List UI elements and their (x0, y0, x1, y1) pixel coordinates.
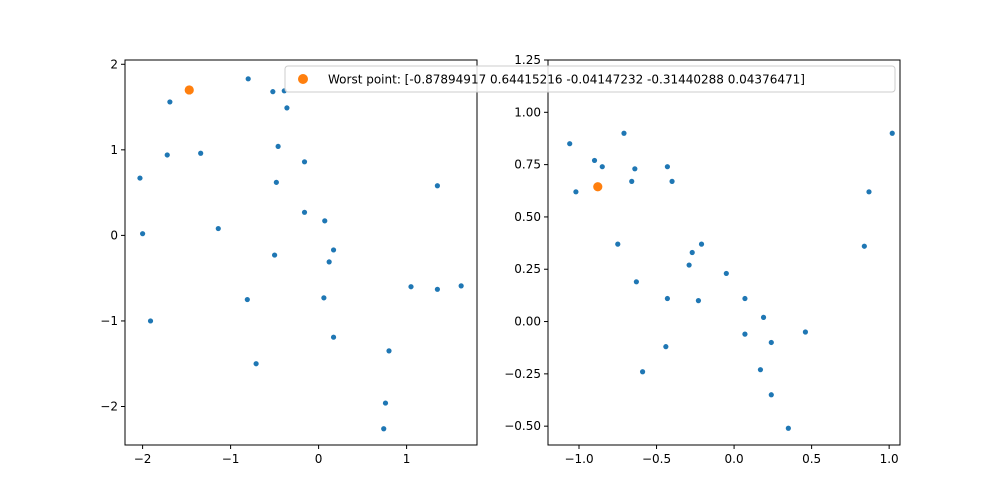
right-data-point (669, 178, 675, 184)
right-data-point (866, 189, 872, 195)
left-data-point (330, 247, 337, 253)
left-data-point (408, 284, 414, 290)
right-y-tick-label: 1.00 (514, 105, 541, 119)
legend-label: Worst point: [-0.87894917 0.64415216 -0.… (328, 73, 805, 87)
right-y-tick-label: 0.00 (514, 315, 541, 329)
right-data-point (629, 178, 635, 184)
right-x-tick-label: −1.0 (564, 452, 593, 466)
right-data-point (723, 270, 729, 277)
right-data-point (664, 164, 671, 170)
right-x-tick-label: 1.0 (880, 452, 899, 466)
left-x-ticks: −2 −1 0 1 (134, 445, 411, 466)
right-x-tick-label: 0.5 (802, 452, 821, 466)
left-data-point (386, 348, 392, 354)
right-y-tick-label: 0.75 (514, 158, 541, 172)
right-data-point (695, 298, 702, 304)
right-x-ticks: −1.0 −0.5 0.0 0.5 1.0 (564, 445, 899, 466)
left-worst-point-marker (184, 85, 194, 95)
left-y-ticks: −2 −1 0 1 2 (100, 57, 125, 414)
right-data-point (615, 241, 621, 247)
left-y-tick-label: −1 (100, 314, 118, 328)
right-y-ticks: −0.50 −0.25 0.00 0.25 0.50 0.75 1.00 1.25 (504, 53, 548, 433)
right-data-point (591, 157, 598, 164)
left-x-tick-label: 1 (403, 452, 411, 466)
right-worst-point-marker (593, 182, 603, 192)
left-data-point (322, 218, 328, 224)
right-y-tick-label: 0.50 (514, 210, 541, 224)
legend-box (284, 65, 896, 93)
left-x-tick-label: 0 (315, 452, 323, 466)
legend-marker-worst-point (298, 74, 308, 84)
right-y-tick-label: 1.25 (514, 53, 541, 67)
right-data-point (889, 130, 895, 136)
right-axes-frame (547, 59, 901, 446)
right-y-tick-label: 0.25 (514, 262, 541, 276)
left-scatter-points (137, 76, 464, 432)
left-data-point (381, 426, 387, 432)
right-y-tick-label: −0.25 (504, 367, 541, 381)
left-data-point (272, 252, 278, 258)
left-data-point (326, 259, 332, 265)
right-data-point (785, 425, 791, 431)
left-data-point (382, 400, 389, 406)
legend: Worst point: [-0.87894917 0.64415216 -0.… (284, 65, 896, 93)
right-data-point (621, 130, 627, 136)
left-x-tick-label: −1 (222, 452, 240, 466)
left-data-point (253, 361, 259, 367)
left-data-point (458, 283, 464, 289)
right-data-point (768, 392, 774, 398)
left-data-point (330, 334, 337, 340)
left-data-point (167, 99, 173, 105)
right-data-point (573, 189, 579, 195)
right-data-point (742, 295, 748, 302)
left-data-point (140, 231, 146, 237)
right-data-point (664, 295, 671, 302)
right-x-tick-label: 0.0 (725, 452, 744, 466)
left-data-point (245, 76, 251, 82)
left-data-point (284, 105, 290, 111)
left-axes-frame (124, 59, 478, 446)
right-y-tick-label: −0.50 (504, 419, 541, 433)
left-data-point (301, 159, 308, 165)
right-data-point (698, 241, 705, 247)
left-data-point (198, 150, 204, 156)
left-data-point (137, 175, 143, 181)
right-data-point (742, 331, 748, 337)
right-data-point (768, 339, 774, 346)
right-subplot: −1.0 −0.5 0.0 0.5 1.0 −0.50 −0.25 0.00 0.25 0.50… (504, 53, 901, 466)
right-data-point (686, 262, 692, 268)
right-data-point (599, 164, 605, 170)
right-data-point (689, 249, 695, 256)
left-y-tick-label: 2 (110, 57, 118, 71)
left-data-point (215, 225, 221, 232)
right-x-tick-label: −0.5 (642, 452, 671, 466)
right-data-point (760, 314, 767, 320)
left-data-point (270, 89, 276, 95)
left-data-point (275, 143, 281, 150)
right-data-point (633, 279, 639, 285)
left-data-point (434, 183, 440, 189)
left-subplot: −2 −1 0 1 −2 −1 0 1 2 (100, 57, 478, 466)
right-data-point (567, 141, 573, 147)
right-data-point (757, 367, 764, 373)
right-data-point (663, 344, 669, 350)
left-data-point (147, 318, 154, 324)
left-y-tick-label: 1 (110, 143, 118, 157)
left-y-tick-label: −2 (100, 400, 118, 414)
right-data-point (861, 243, 867, 249)
right-data-point (632, 166, 638, 172)
left-data-point (273, 179, 279, 185)
left-data-point (164, 152, 170, 158)
left-data-point (301, 209, 308, 215)
left-data-point (321, 295, 327, 301)
right-data-point (802, 329, 809, 335)
left-data-point (434, 286, 440, 292)
left-data-point (244, 296, 250, 303)
left-y-tick-label: 0 (110, 228, 118, 242)
right-scatter-points (567, 130, 895, 431)
right-data-point (639, 369, 646, 375)
left-x-tick-label: −2 (134, 452, 152, 466)
